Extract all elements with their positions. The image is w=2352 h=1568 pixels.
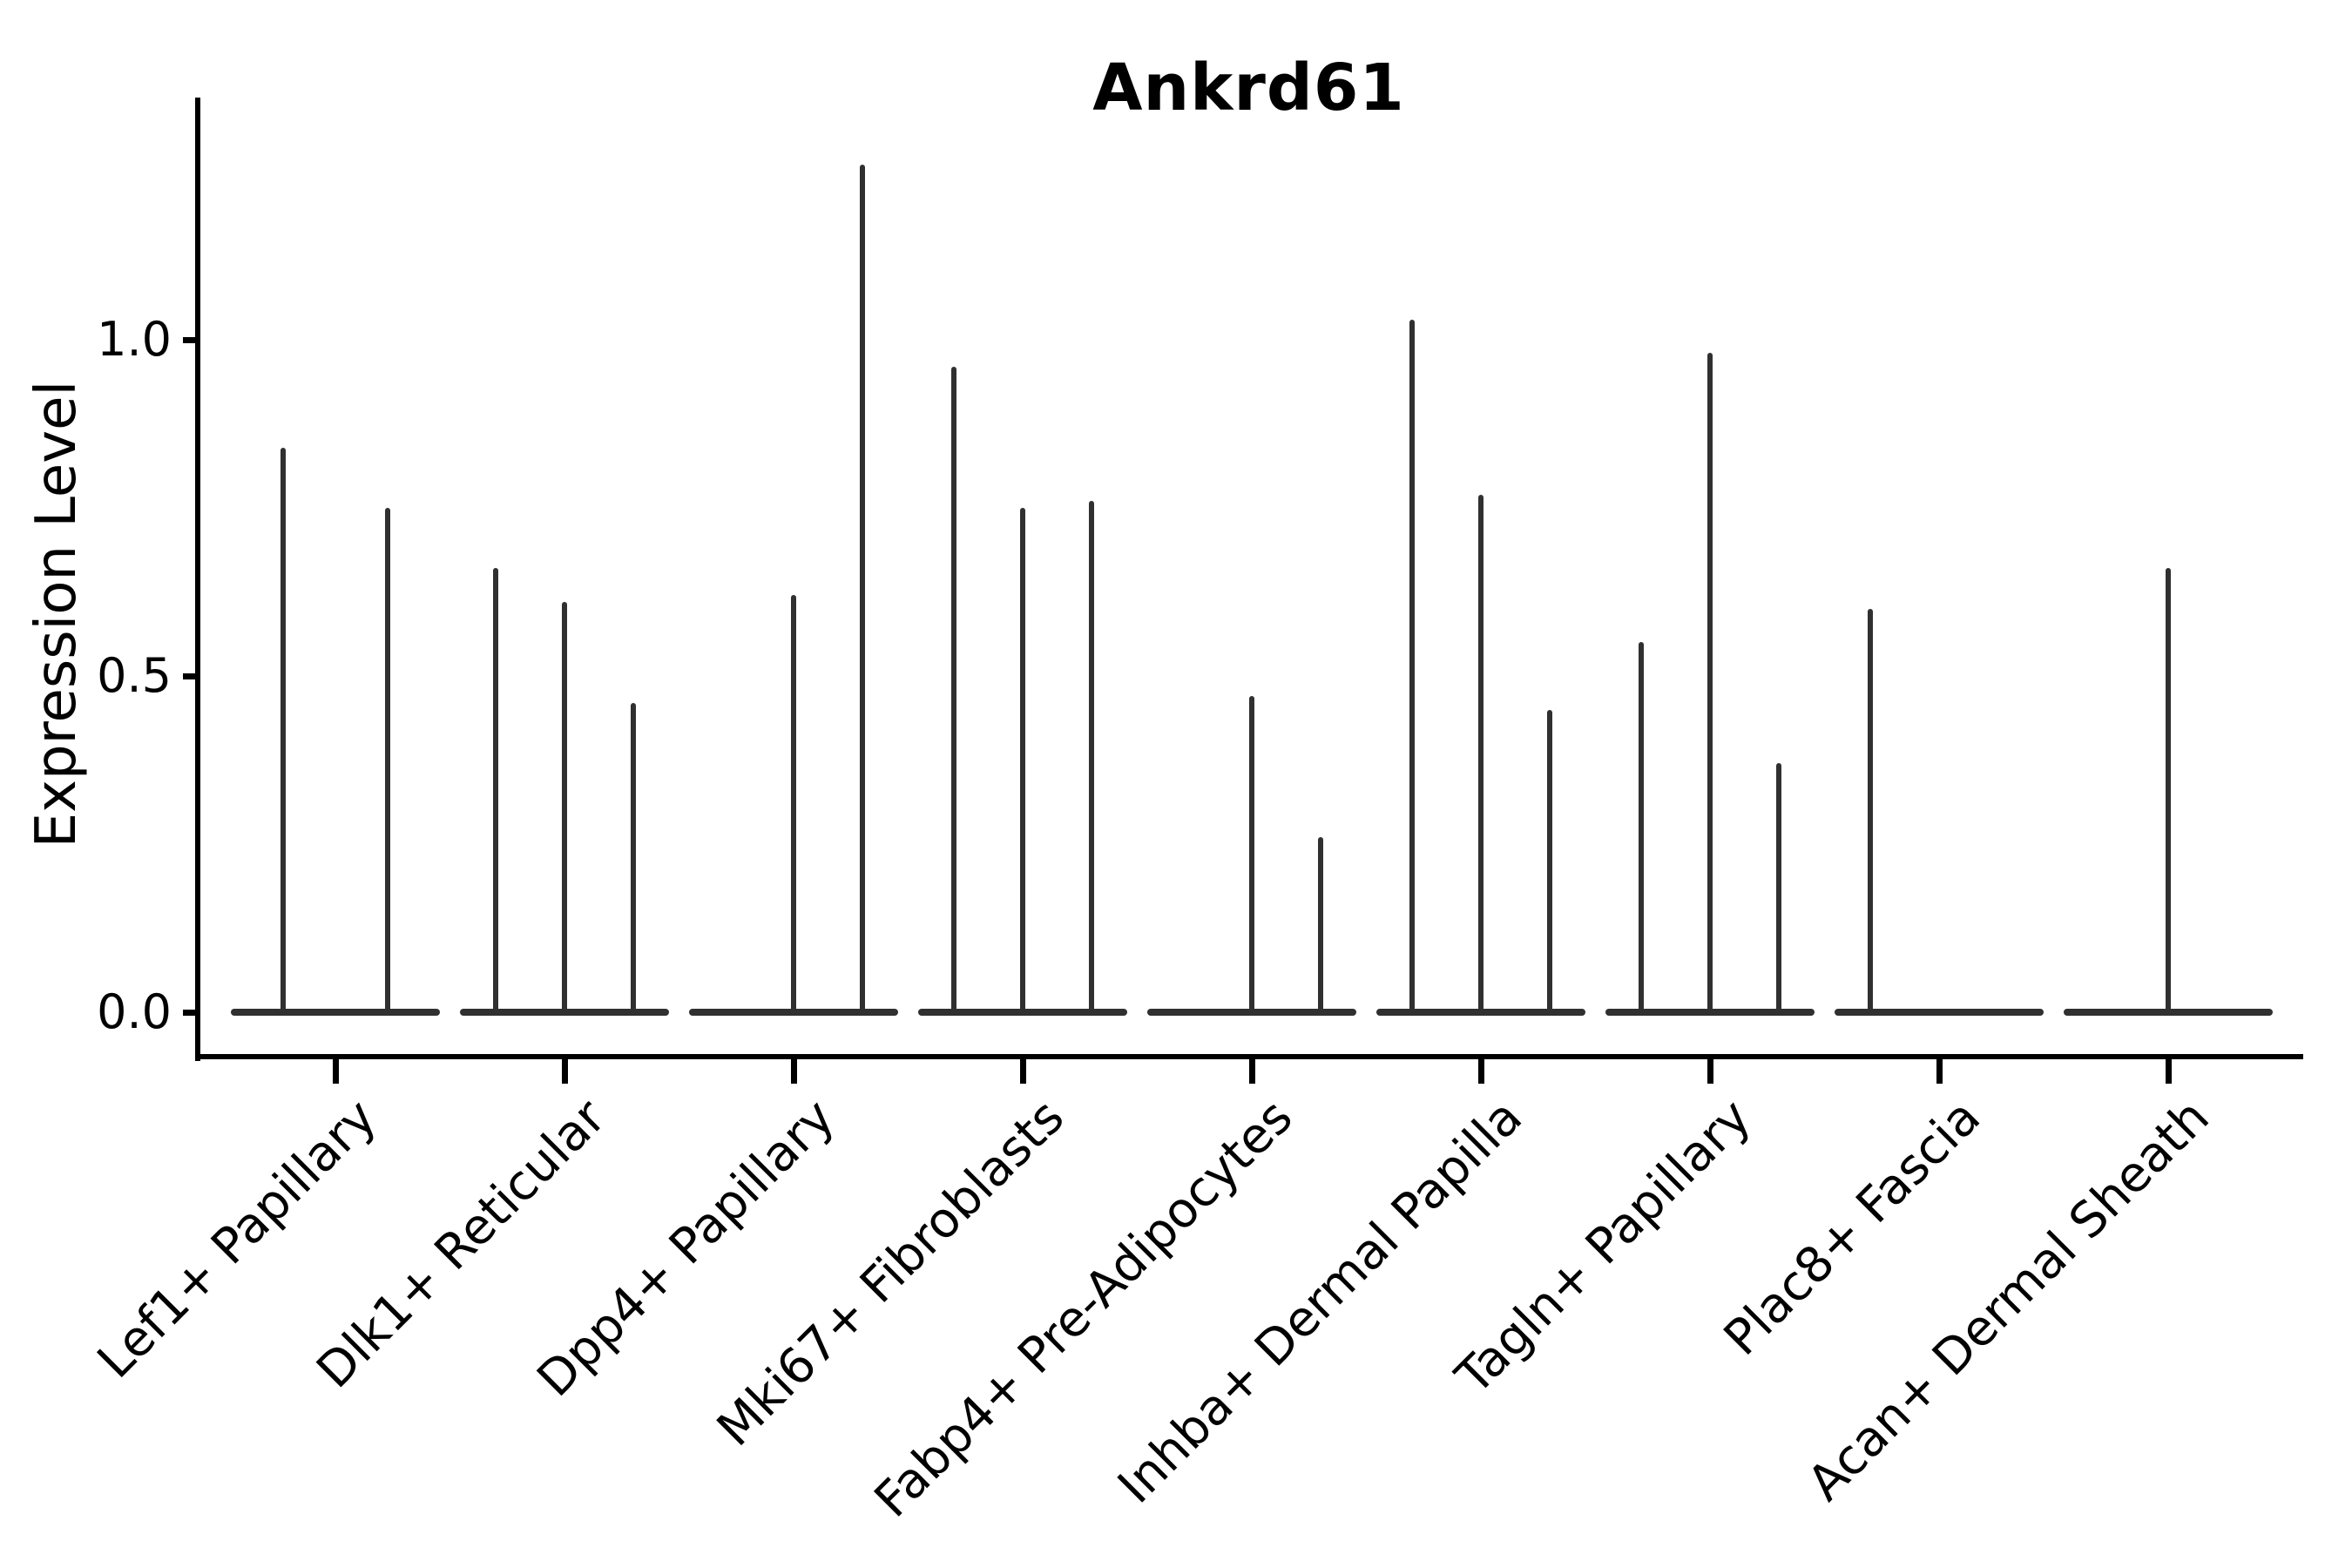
violin-spike [493, 568, 498, 1012]
violin-baseline [1376, 1009, 1585, 1016]
violin-spike [1318, 837, 1323, 1012]
violin-spike [1639, 642, 1644, 1012]
violin-spike [2166, 568, 2171, 1012]
violin-spike [1868, 608, 1873, 1012]
violin-baseline [1605, 1009, 1815, 1016]
violin-baseline [689, 1009, 898, 1016]
x-tick [1019, 1059, 1026, 1084]
x-tick [561, 1059, 568, 1084]
y-tick-label: 0.5 [97, 648, 172, 703]
violin-spike [1409, 319, 1415, 1012]
violin-baseline [460, 1009, 669, 1016]
violin-baseline [1835, 1009, 2044, 1016]
violin-spike [1249, 696, 1254, 1012]
violin-spike [631, 702, 636, 1012]
y-axis-label: Expression Level [24, 380, 89, 848]
y-tick [183, 1009, 198, 1016]
x-axis-spine [195, 1054, 2303, 1059]
x-tick-label-4: Fabp4+ Pre-Adipocytes [864, 1088, 1304, 1529]
violin-spike [1547, 709, 1552, 1012]
x-tick [1707, 1059, 1713, 1084]
violin-baseline [231, 1009, 440, 1016]
y-tick-label: 1.0 [97, 312, 172, 367]
violin-spike [280, 447, 286, 1012]
x-tick [1936, 1059, 1943, 1084]
violin-spike [1478, 494, 1484, 1012]
x-tick [790, 1059, 797, 1084]
violin-spike [791, 595, 796, 1012]
violin-spike [860, 165, 865, 1012]
violin-spike [385, 508, 390, 1012]
violin-baseline [1147, 1009, 1356, 1016]
violin-spike [1089, 501, 1094, 1012]
x-tick-label-8: Acan+ Dermal Sheath [1797, 1088, 2220, 1512]
violin-baseline [2064, 1009, 2273, 1016]
y-axis-spine [195, 98, 200, 1061]
plot-title: Ankrd61 [1092, 51, 1405, 125]
x-tick-label-5: Inhba+ Dermal Papilla [1107, 1088, 1533, 1515]
x-tick [1248, 1059, 1255, 1084]
y-tick [183, 672, 198, 679]
x-tick [2165, 1059, 2172, 1084]
violin-spike [1020, 508, 1025, 1012]
violin-baseline [918, 1009, 1127, 1016]
violin-spike [951, 366, 956, 1012]
violin-spike [562, 602, 567, 1012]
y-tick [183, 336, 198, 343]
x-tick [1477, 1059, 1484, 1084]
violin-spike [1707, 353, 1713, 1012]
violin-spike [1776, 763, 1781, 1012]
x-tick [332, 1059, 339, 1084]
y-tick-label: 0.0 [97, 984, 172, 1039]
